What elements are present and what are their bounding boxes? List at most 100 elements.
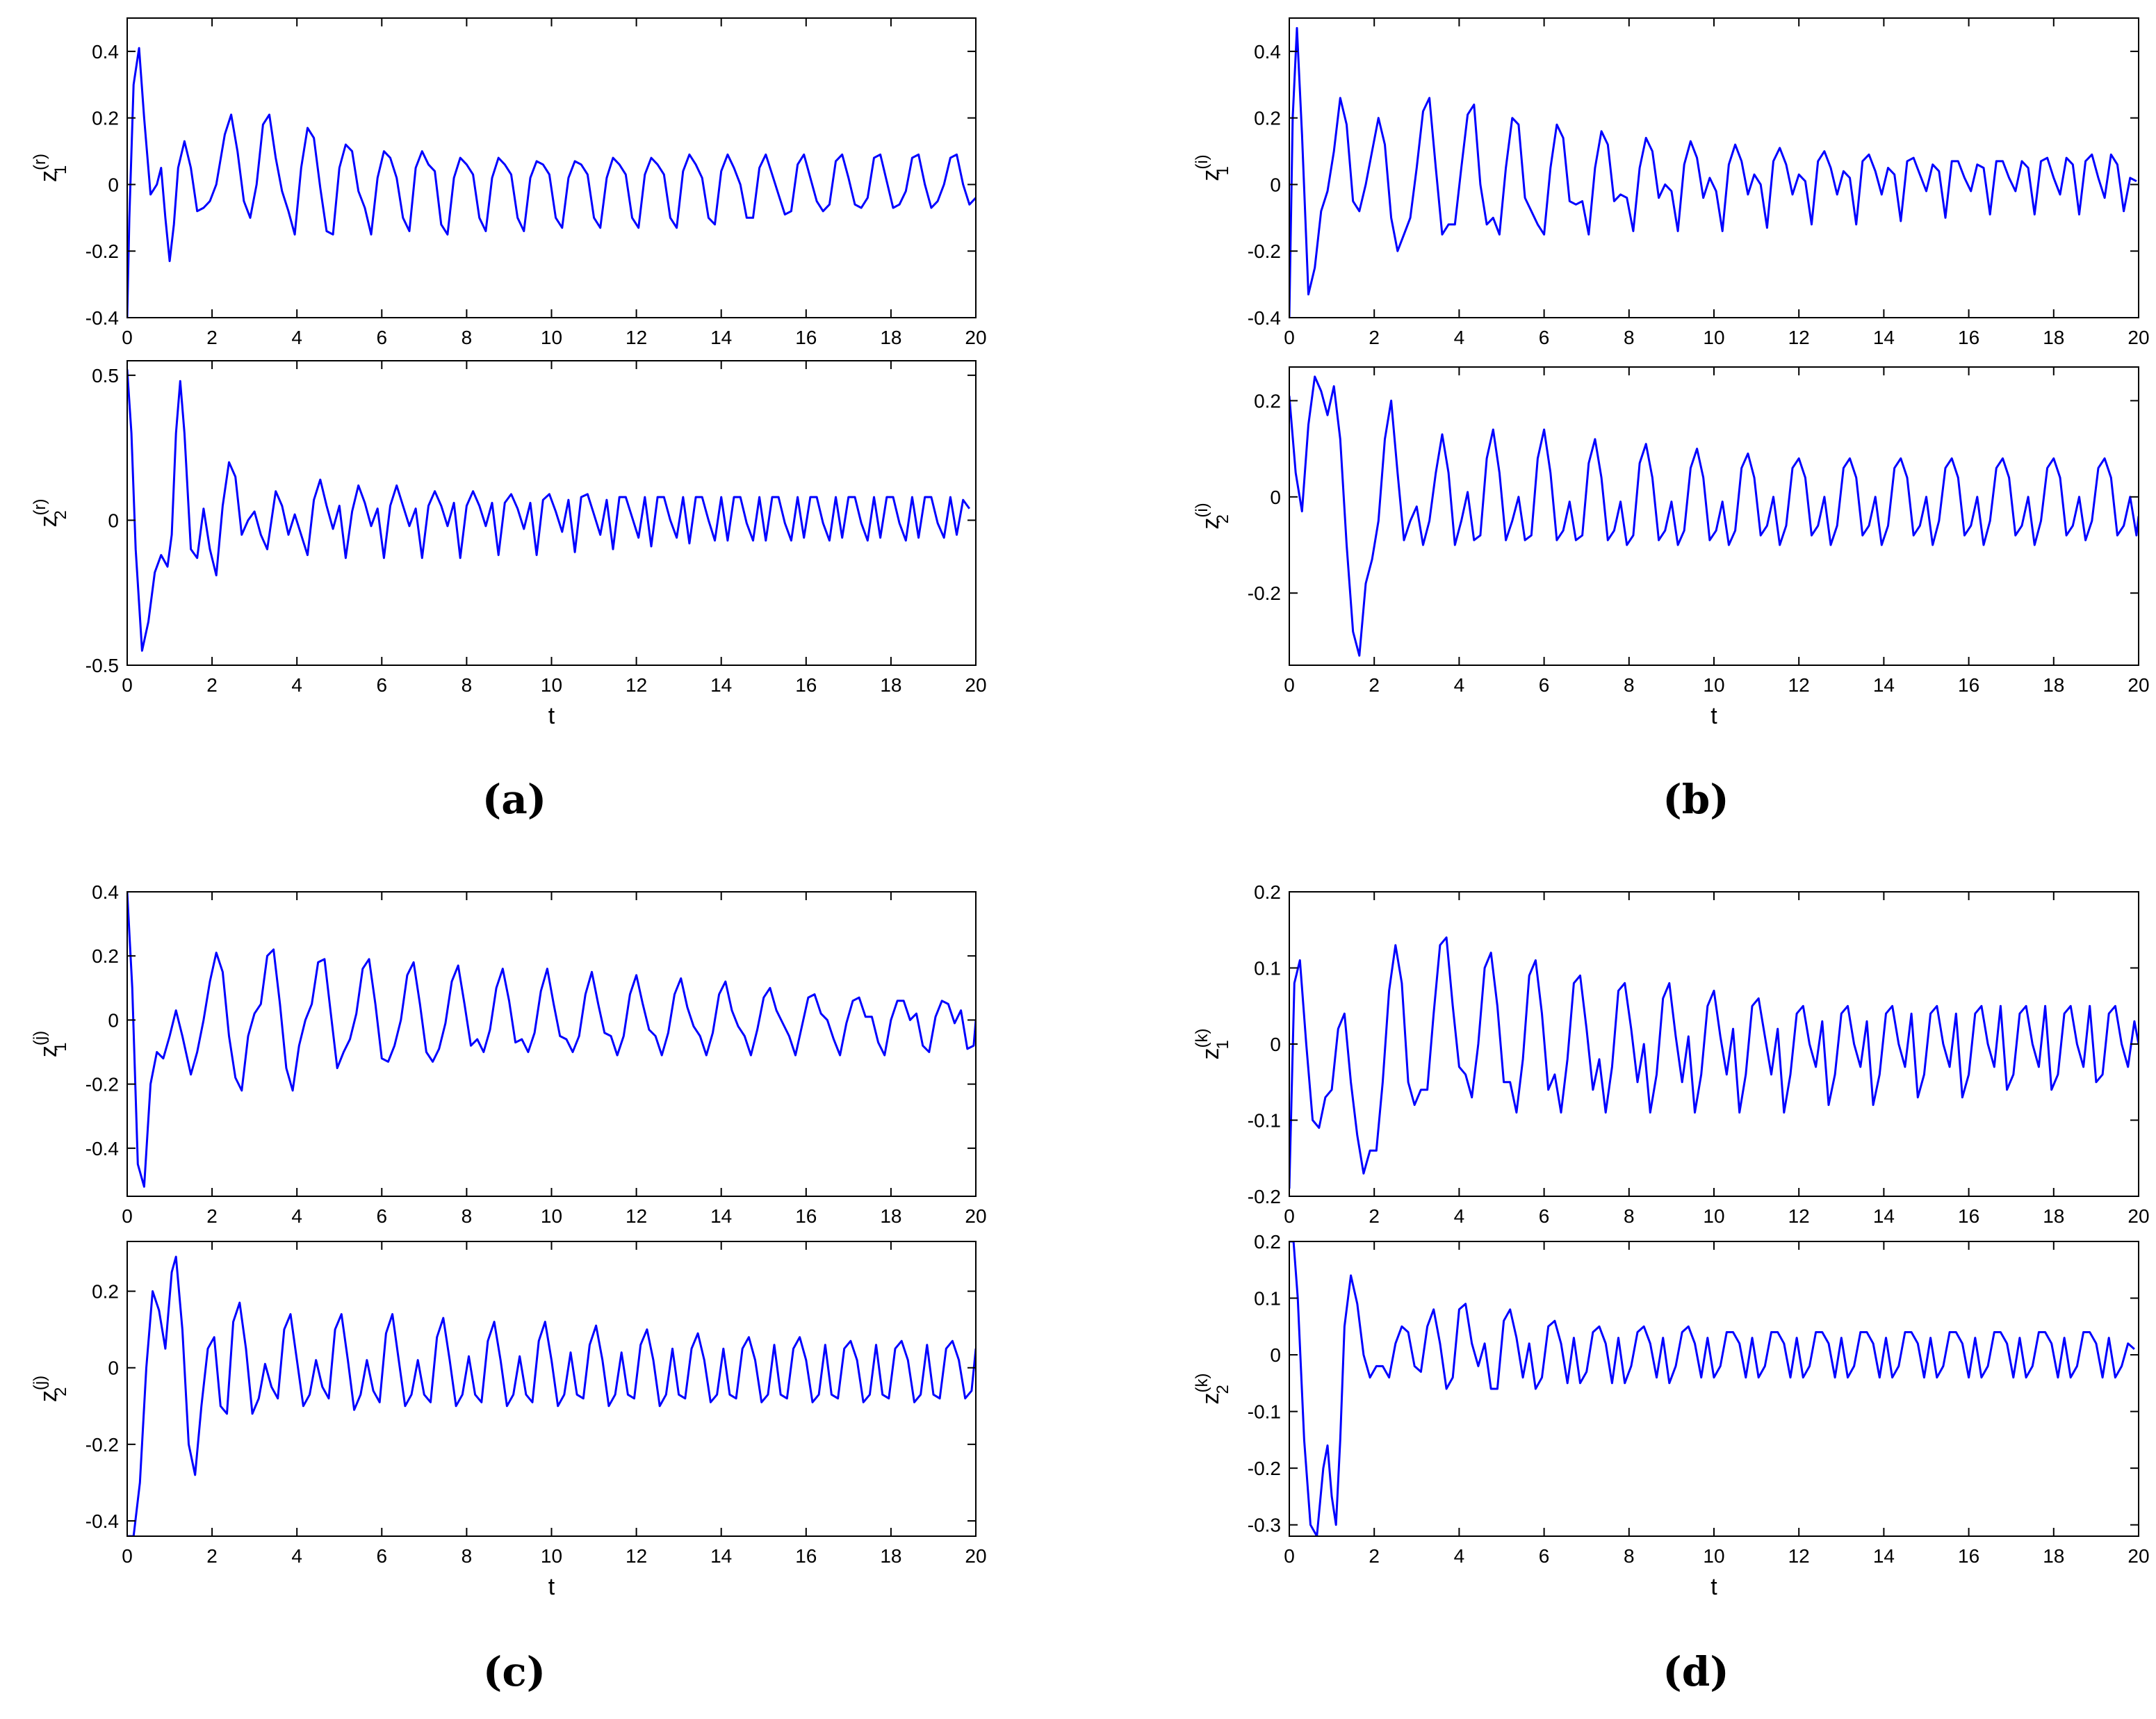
x-tick-label: 20 (2128, 327, 2149, 348)
panel-caption: (a) (482, 776, 546, 823)
subplot-b-2: 0 2 4 6 8 10 12 14 16 18 20 -0.2 0 0.2 z(i)2 t (1193, 366, 2150, 729)
y-tick-label: -0.4 (85, 1510, 119, 1532)
x-tick-label: 4 (1454, 327, 1465, 348)
y-tick-label: 0 (108, 510, 119, 531)
x-tick-label: 0 (122, 327, 133, 348)
x-tick-label: 16 (1958, 327, 1979, 348)
x-tick-label: 14 (710, 1545, 732, 1567)
x-tick-label: 2 (206, 1545, 218, 1567)
x-tick-label: 12 (626, 674, 647, 696)
panel-d: 0 2 4 6 8 10 12 14 16 18 20 -0.2 -0.1 0 0.1 0.2 z(k) 1 0 2 4… (1193, 881, 2150, 1695)
x-tick-label: 10 (541, 674, 562, 696)
x-tick-label: 20 (2128, 674, 2149, 696)
x-tick-label: 4 (291, 1205, 302, 1227)
y-tick-label: -0.2 (1248, 241, 1281, 262)
x-tick-label: 8 (1624, 674, 1635, 696)
x-tick-label: 4 (291, 327, 302, 348)
x-tick-label: 16 (795, 327, 817, 348)
x-tick-label: 14 (710, 1205, 732, 1227)
x-tick-label: 16 (795, 1545, 817, 1567)
x-tick-label: 2 (1369, 1545, 1380, 1567)
x-tick-label: 8 (462, 674, 473, 696)
x-tick-label: 20 (2128, 1205, 2149, 1227)
x-tick-label: 20 (2128, 1545, 2149, 1567)
x-tick-label: 4 (291, 674, 302, 696)
x-tick-label: 6 (1539, 327, 1550, 348)
subplot-b-1: 0 2 4 6 8 10 12 14 16 18 20 -0.4 -0.2 0 0.2 0.4 z(i)1 (1193, 17, 2150, 348)
subplot-c-1: 0 2 4 6 8 10 12 14 16 18 20 -0.4 -0.2 0 0.2 0.4 z(j)1 (31, 881, 987, 1227)
x-tick-label: 18 (2043, 1545, 2064, 1567)
x-tick-label: 2 (1369, 674, 1380, 696)
x-tick-label: 14 (710, 674, 732, 696)
x-tick-label: 18 (880, 1205, 901, 1227)
x-tick-label: 0 (1284, 327, 1295, 348)
series-line (127, 1255, 976, 1536)
axes-frame (1289, 891, 2139, 1197)
x-tick-label: 10 (1703, 327, 1724, 348)
x-tick-label: 10 (541, 1205, 562, 1227)
axes-frame (126, 17, 977, 318)
y-tick-label: -0.2 (1248, 1458, 1281, 1479)
axes-frame (1289, 366, 2139, 666)
y-tick-label: 0 (1270, 1034, 1281, 1055)
x-tick-label: 8 (1624, 1545, 1635, 1567)
subplot-c-2: 0 2 4 6 8 10 12 14 16 18 20 -0.4 -0.2 0 0.2 z(j)2 t (31, 1241, 987, 1600)
axes-frame (126, 891, 977, 1197)
x-tick-label: 6 (1539, 1545, 1550, 1567)
y-tick-label: 0.2 (92, 108, 119, 129)
x-tick-label: 20 (965, 1205, 986, 1227)
x-tick-label: 2 (206, 1205, 218, 1227)
x-tick-label: 18 (880, 327, 901, 348)
x-tick-label: 10 (541, 327, 562, 348)
x-tick-label: 6 (377, 327, 388, 348)
x-tick-label: 14 (1873, 1205, 1895, 1227)
subplot-d-2: 0 2 4 6 8 10 12 14 16 18 20 -0.3 -0.2 -0.1 0 0.1 0.2 z(k)… (1193, 1231, 2150, 1600)
x-tick-label: 18 (2043, 674, 2064, 696)
x-tick-label: 0 (122, 674, 133, 696)
x-tick-label: 6 (377, 1545, 388, 1567)
y-tick-label: 0.4 (92, 881, 119, 903)
x-tick-label: 14 (710, 327, 732, 348)
x-tick-label: 10 (1703, 674, 1724, 696)
x-tick-label: 12 (1788, 1545, 1810, 1567)
y-axis-label: z(i)1 (1193, 154, 1232, 181)
x-tick-label: 12 (626, 1205, 647, 1227)
x-tick-label: 14 (1873, 1545, 1895, 1567)
x-tick-label: 18 (2043, 327, 2064, 348)
x-tick-label: 0 (1284, 1545, 1295, 1567)
x-tick-label: 14 (1873, 674, 1895, 696)
y-tick-label: 0.2 (1254, 881, 1281, 903)
y-tick-label: 0.2 (92, 1281, 119, 1303)
series-line (127, 369, 971, 652)
x-tick-label: 0 (122, 1545, 133, 1567)
y-tick-label: -0.1 (1248, 1401, 1281, 1423)
x-tick-label: 14 (1873, 327, 1895, 348)
y-tick-label: 0 (108, 1009, 119, 1031)
y-tick-label: -0.1 (1248, 1110, 1281, 1132)
x-tick-label: 10 (1703, 1545, 1724, 1567)
x-tick-label: 4 (1454, 674, 1465, 696)
x-tick-label: 4 (1454, 1545, 1465, 1567)
y-tick-label: 0.2 (1254, 390, 1281, 412)
x-tick-label: 2 (206, 674, 218, 696)
subplot-a-2: 0 2 4 6 8 10 12 14 16 18 20-0.500.5z(r) 2t (31, 360, 987, 729)
x-tick-label: 16 (795, 674, 817, 696)
x-tick-label: 4 (291, 1545, 302, 1567)
x-tick-label: 0 (122, 1205, 133, 1227)
x-tick-label: 16 (795, 1205, 817, 1227)
x-tick-label: 6 (1539, 674, 1550, 696)
panel-caption: (b) (1663, 776, 1729, 823)
x-axis-label: t (548, 703, 555, 729)
y-tick-label: -0.2 (1248, 582, 1281, 604)
y-tick-label: -0.2 (85, 1434, 119, 1456)
x-tick-label: 8 (1624, 1205, 1635, 1227)
y-tick-label: 0.1 (1254, 1288, 1281, 1310)
series-line (127, 892, 976, 1188)
axes-frame (126, 1241, 977, 1537)
y-tick-label: -0.3 (1248, 1515, 1281, 1536)
series-line (127, 47, 976, 318)
x-tick-label: 0 (1284, 1205, 1295, 1227)
series-line (1289, 26, 2137, 318)
y-tick-label: 0 (108, 174, 119, 195)
x-tick-label: 8 (462, 1545, 473, 1567)
